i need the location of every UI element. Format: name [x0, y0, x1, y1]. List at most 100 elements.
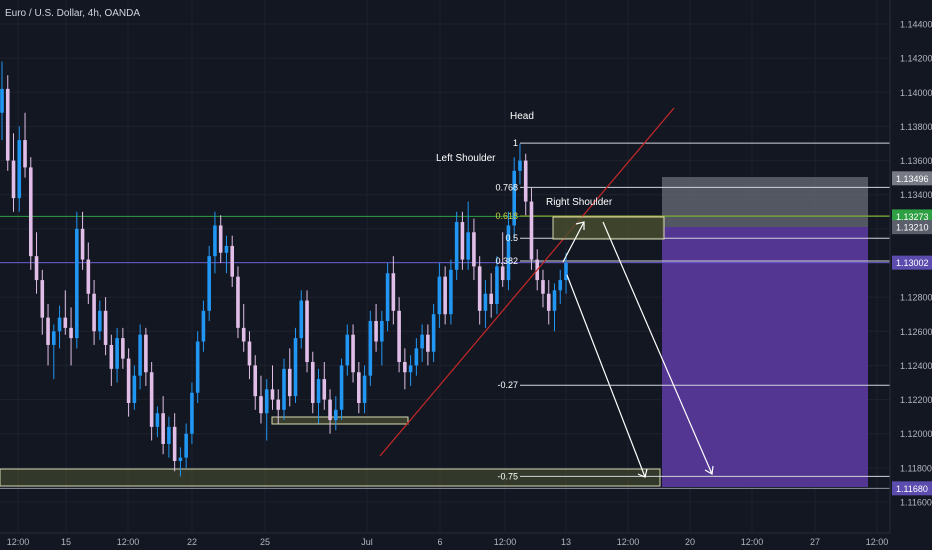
candle-body: [362, 375, 367, 403]
candle-body: [374, 321, 378, 342]
price-tick-label: 1.12600: [900, 327, 932, 337]
chart-title: Euro / U.S. Dollar, 4h, OANDA: [5, 8, 140, 19]
candle-body: [564, 263, 568, 281]
neckline-trendline[interactable]: [379, 107, 675, 457]
candle-body: [293, 338, 298, 397]
candle-body: [472, 232, 476, 267]
price-tick-label: 1.12400: [900, 361, 932, 371]
fib-label: 0.382: [495, 256, 518, 266]
candle-body: [195, 341, 200, 393]
projection-arrows: [562, 221, 714, 478]
fib-labels: 1 0.768 0.618 0.5 0.382 -0.27 -0.75: [495, 138, 518, 481]
candle-body: [420, 334, 424, 349]
candle-body: [201, 310, 206, 342]
candle-body: [460, 222, 465, 260]
candle-body: [207, 256, 211, 311]
candle-body: [385, 273, 390, 322]
price-tick-label: 1.13400: [900, 190, 932, 200]
candle-body: [190, 392, 194, 434]
candle-body: [92, 293, 96, 332]
candle-body: [218, 225, 223, 253]
time-tick-label: 12:00: [494, 537, 517, 547]
candle-body: [236, 276, 240, 328]
candle-body: [506, 225, 511, 281]
annotation-right-shoulder: Right Shoulder: [546, 197, 613, 208]
candle-body: [11, 160, 16, 199]
candle-body: [443, 276, 447, 315]
candle-body: [23, 140, 27, 168]
candle-body: [437, 276, 442, 315]
candle-body: [523, 160, 528, 202]
candle-body: [241, 327, 246, 342]
candle-body: [397, 310, 401, 363]
price-tag-bg: [892, 255, 932, 270]
price-tick-label: 1.14000: [900, 88, 932, 98]
price-tag-bg: [892, 171, 932, 186]
candle-body: [351, 334, 355, 373]
time-tick-label: 12:00: [617, 537, 640, 547]
candle-body: [466, 232, 470, 260]
lower-support-zone[interactable]: [0, 468, 661, 487]
candle-body: [477, 266, 482, 311]
candle-body: [408, 365, 413, 373]
horizontal-levels: [0, 142, 890, 489]
candle-body: [449, 269, 453, 315]
candle-body: [454, 222, 459, 270]
arrowhead-up: [575, 221, 585, 230]
candle-body: [529, 201, 534, 260]
candle-body: [541, 280, 545, 294]
time-axis[interactable]: 12:00 15 12:00 22 25 Jul 6 12:00 13 12:00 20 12:00 2…: [7, 537, 889, 547]
price-tick-label: 1.11600: [900, 498, 932, 508]
take-profit-zone[interactable]: [662, 227, 868, 487]
candle-body: [282, 368, 286, 410]
candle-body: [34, 256, 39, 281]
candles: [0, 61, 568, 477]
candle-body: [333, 409, 338, 421]
candle-body: [391, 273, 396, 311]
price-tag-bg: [892, 220, 932, 235]
candle-body: [328, 399, 332, 421]
price-tag-label: 1.13273: [896, 212, 929, 222]
candle-body: [431, 314, 436, 352]
fib-label: -0.27: [497, 380, 518, 390]
candle-body: [28, 167, 33, 257]
candle-body: [500, 266, 505, 281]
time-tick-label: 20: [685, 537, 695, 547]
candle-body: [63, 317, 68, 328]
candle-body: [345, 334, 350, 366]
candle-body: [253, 365, 258, 397]
price-tick-label: 1.11800: [900, 463, 932, 473]
candle-body: [167, 426, 171, 444]
annotation-head: Head: [510, 111, 534, 122]
candle-body: [224, 245, 229, 253]
candle-body: [259, 396, 263, 414]
candle-body: [161, 413, 165, 444]
candle-body: [270, 389, 275, 400]
candle-body: [558, 280, 563, 291]
price-tick-label: 1.14200: [900, 54, 932, 64]
candle-body: [138, 334, 142, 376]
candle-body: [483, 293, 488, 311]
arrowhead-down-1: [637, 468, 648, 478]
arrow-up-to-shoulder: [562, 221, 585, 263]
candle-body: [287, 368, 292, 397]
candle-body: [178, 457, 183, 462]
candle-body: [51, 331, 56, 345]
candle-body: [0, 88, 4, 113]
price-tick-label: 1.12000: [900, 429, 932, 439]
candle-body: [172, 426, 177, 462]
candle-body: [357, 372, 361, 403]
arrowhead-down-2: [704, 465, 714, 475]
price-tag-bg: [892, 481, 932, 496]
mid-support-zone[interactable]: [271, 416, 409, 425]
price-tag-label: 1.13002: [896, 258, 929, 268]
candle-body: [264, 389, 269, 414]
candle-body: [368, 321, 373, 376]
arrow-down-1: [566, 274, 646, 478]
price-tag-label: 1.11680: [896, 484, 928, 494]
stop-loss-zone[interactable]: [662, 177, 868, 227]
annotation-left-shoulder: Left Shoulder: [436, 153, 496, 164]
time-tick-label: 12:00: [7, 537, 30, 547]
price-tick-label: 1.12200: [900, 395, 932, 405]
